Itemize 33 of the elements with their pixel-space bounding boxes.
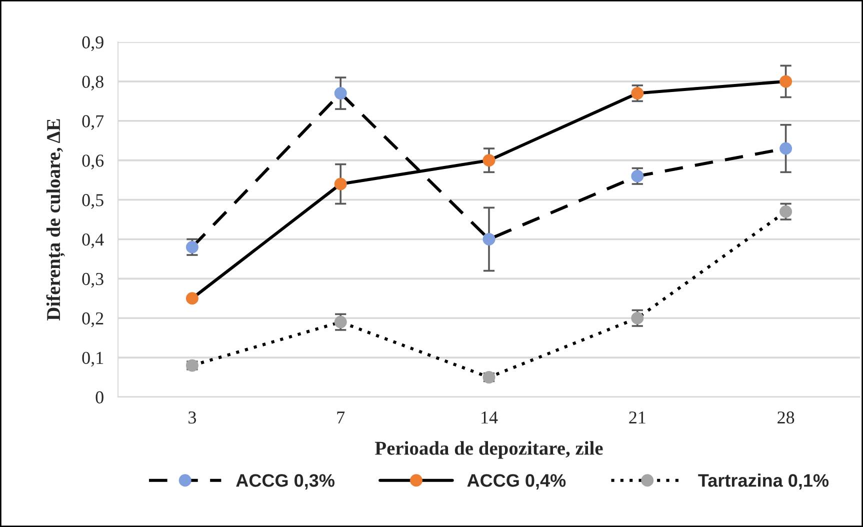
- y-tick-label: 0,8: [82, 76, 104, 90]
- x-axis-title: Perioada de depozitare, zile: [375, 441, 603, 459]
- point: [780, 205, 792, 218]
- point: [631, 170, 644, 182]
- x-tick-label: 3: [188, 411, 196, 424]
- x-tick-label: 21: [629, 411, 646, 424]
- point: [482, 154, 496, 167]
- point: [334, 87, 347, 100]
- legend-label: ACCG 0,4%: [467, 474, 566, 490]
- point: [780, 75, 792, 88]
- point: [631, 87, 644, 100]
- x-tick-label: 14: [482, 412, 498, 424]
- x-tick-label: 28: [778, 411, 794, 424]
- y-tick-label: 0,9: [82, 36, 104, 52]
- point: [780, 142, 792, 155]
- legend-label: Tartrazina 0,1%: [698, 474, 829, 490]
- y-tick-label: 0,7: [82, 115, 104, 130]
- y-tick-label: 0,4: [82, 233, 104, 248]
- point: [334, 316, 347, 328]
- y-tick-label: 0,3: [82, 272, 104, 288]
- point: [186, 292, 198, 305]
- point: [482, 232, 496, 246]
- y-tick-label: 0,6: [82, 154, 104, 170]
- point: [631, 312, 644, 324]
- y-axis-title: Diferența de culoare, ΔE: [46, 119, 65, 320]
- x-tick-label: 7: [337, 412, 345, 424]
- y-tick-label: 0,5: [82, 194, 104, 209]
- y-tick-label: 0,2: [82, 312, 104, 328]
- legend-label: ACCG 0,3%: [236, 474, 334, 490]
- point: [186, 240, 198, 254]
- point: [334, 178, 347, 190]
- y-tick-label: 0,1: [82, 352, 104, 367]
- y-tick-label: 0: [96, 391, 104, 404]
